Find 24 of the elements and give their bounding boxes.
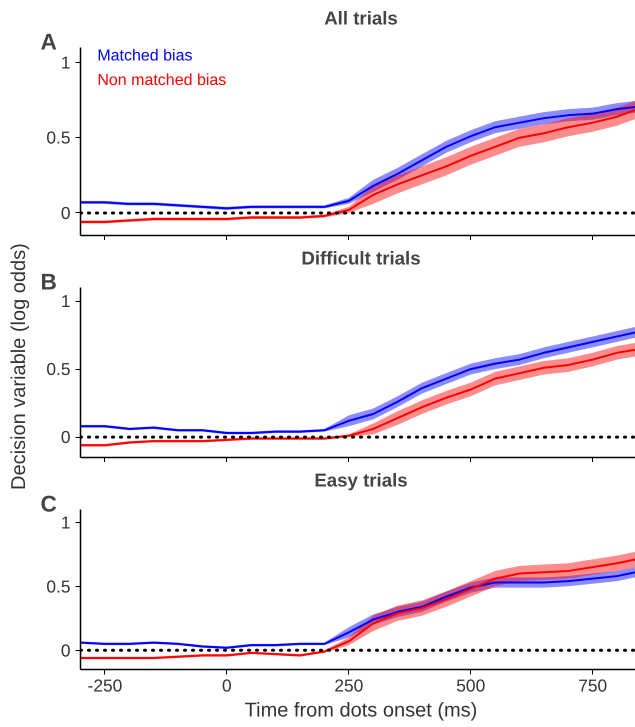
- y-tick-label: 1: [60, 52, 71, 73]
- y-tick-label: 0: [60, 202, 71, 223]
- x-tick-label: 250: [334, 676, 364, 696]
- text: Non matched bias: [97, 72, 226, 89]
- y-tick-label: 1: [60, 512, 71, 532]
- text: Matched bias: [97, 48, 192, 64]
- x-axis-title: Time from dots onset (ms): [244, 700, 478, 722]
- text: C: [40, 490, 57, 516]
- y-axis-title: Decision variable (log odds): [7, 244, 31, 490]
- y-tick-label: 0.5: [46, 576, 71, 596]
- x-tick-label: 500: [456, 676, 486, 696]
- y-tick-label: 0.5: [46, 359, 71, 380]
- x-tick-label: 750: [578, 676, 608, 696]
- chart-title: All trials: [324, 8, 398, 28]
- chart-title: Difficult trials: [301, 248, 421, 268]
- y-tick-label: 0: [60, 640, 71, 660]
- x-tick-label: 0: [222, 676, 232, 696]
- text: B: [40, 268, 57, 294]
- text: A: [40, 28, 57, 54]
- x-tick-label: -250: [88, 676, 122, 696]
- y-tick-label: 0.5: [46, 128, 71, 148]
- y-tick-label: 1: [60, 291, 71, 312]
- chart-title: Easy trials: [314, 470, 408, 490]
- y-tick-label: 0: [60, 427, 71, 448]
